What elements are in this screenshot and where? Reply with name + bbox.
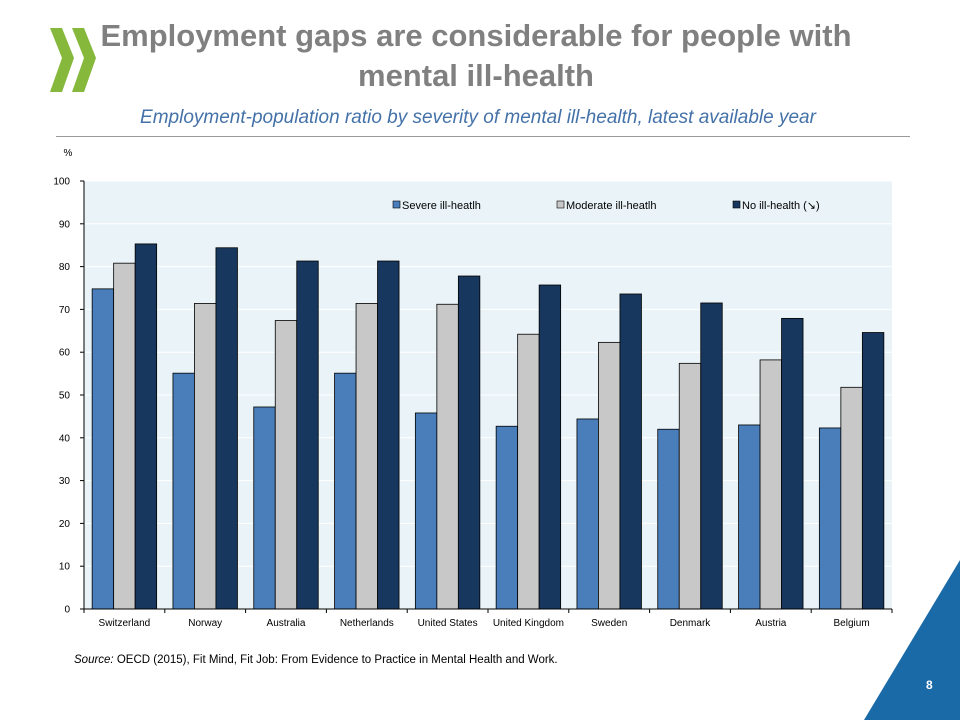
y-tick-label: 10: [59, 562, 71, 573]
x-tick-label: Netherlands: [340, 618, 394, 629]
source-text: OECD (2015), Fit Mind, Fit Job: From Evi…: [116, 654, 558, 666]
y-tick-label: 50: [59, 391, 71, 402]
bar-moderate-sweden: [598, 341, 621, 610]
y-tick-label: 80: [59, 262, 71, 273]
legend-swatch: [556, 200, 565, 209]
page-subtitle: Employment-population ratio by severity …: [140, 107, 816, 128]
bar-severe-united-states: [414, 412, 438, 610]
legend-label: Severe ill-heatlh: [402, 200, 481, 212]
x-tick-label: United Kingdom: [493, 618, 564, 629]
bar-none-sweden: [619, 293, 642, 610]
legend-label: No ill-health (↘): [742, 200, 820, 212]
bar-moderate-australia: [274, 320, 298, 610]
x-tick-label: Switzerland: [99, 618, 151, 629]
corner-triangle-icon: [864, 560, 960, 720]
x-tick-label: Australia: [267, 618, 306, 629]
x-tick-label: Denmark: [670, 618, 712, 629]
bar-none-denmark: [700, 302, 723, 610]
y-tick-label: 90: [59, 219, 71, 230]
bar-moderate-switzerland: [113, 262, 136, 610]
bar-severe-united-kingdom: [495, 425, 519, 610]
bar-moderate-norway: [194, 303, 217, 610]
bar-severe-sweden: [576, 418, 599, 610]
bar-moderate-austria: [759, 359, 782, 610]
bar-moderate-netherlands: [355, 303, 378, 610]
bar-none-austria: [781, 317, 804, 610]
bar-none-australia: [296, 260, 319, 610]
bar-none-norway: [215, 247, 238, 610]
legend-label: Moderate ill-heatlh: [566, 200, 657, 212]
source-note: Source: OECD (2015), Fit Mind, Fit Job: …: [74, 654, 558, 666]
bar-severe-switzerland: [91, 288, 115, 610]
bar-none-united-kingdom: [538, 284, 562, 610]
x-tick-label: Norway: [188, 618, 222, 629]
bar-none-netherlands: [377, 260, 400, 610]
bar-severe-australia: [253, 406, 276, 610]
source-label: Source:: [74, 654, 114, 666]
y-tick-label: 60: [59, 348, 71, 359]
bar-severe-netherlands: [334, 372, 357, 610]
bar-severe-norway: [172, 372, 195, 610]
y-tick-label: 70: [59, 305, 71, 316]
legend-swatch: [392, 200, 401, 209]
bar-severe-denmark: [657, 428, 680, 610]
oecd-logo-icon: [50, 28, 96, 92]
bar-moderate-united-states: [436, 303, 459, 610]
y-tick-label: 20: [59, 519, 71, 530]
y-tick-label: 0: [64, 605, 70, 616]
x-tick-label: Belgium: [834, 618, 870, 629]
title-divider: [56, 136, 910, 137]
page-number: 8: [926, 678, 933, 692]
bar-severe-belgium: [818, 427, 842, 610]
x-tick-label: Sweden: [591, 618, 627, 629]
page-title: Employment gaps are considerable for peo…: [100, 18, 852, 93]
x-tick-label: Austria: [755, 618, 787, 629]
legend-swatch: [732, 200, 741, 209]
bar-severe-austria: [738, 424, 761, 610]
y-tick-label: 30: [59, 476, 71, 487]
bar-moderate-belgium: [840, 386, 863, 610]
x-tick-label: United States: [418, 618, 478, 629]
bar-none-united-states: [457, 275, 481, 610]
bar-none-switzerland: [134, 243, 158, 610]
y-tick-label: 100: [53, 177, 70, 188]
bar-moderate-denmark: [678, 362, 702, 610]
bar-moderate-united-kingdom: [517, 333, 540, 610]
y-axis-unit-label: %: [64, 148, 73, 159]
y-tick-label: 40: [59, 433, 71, 444]
